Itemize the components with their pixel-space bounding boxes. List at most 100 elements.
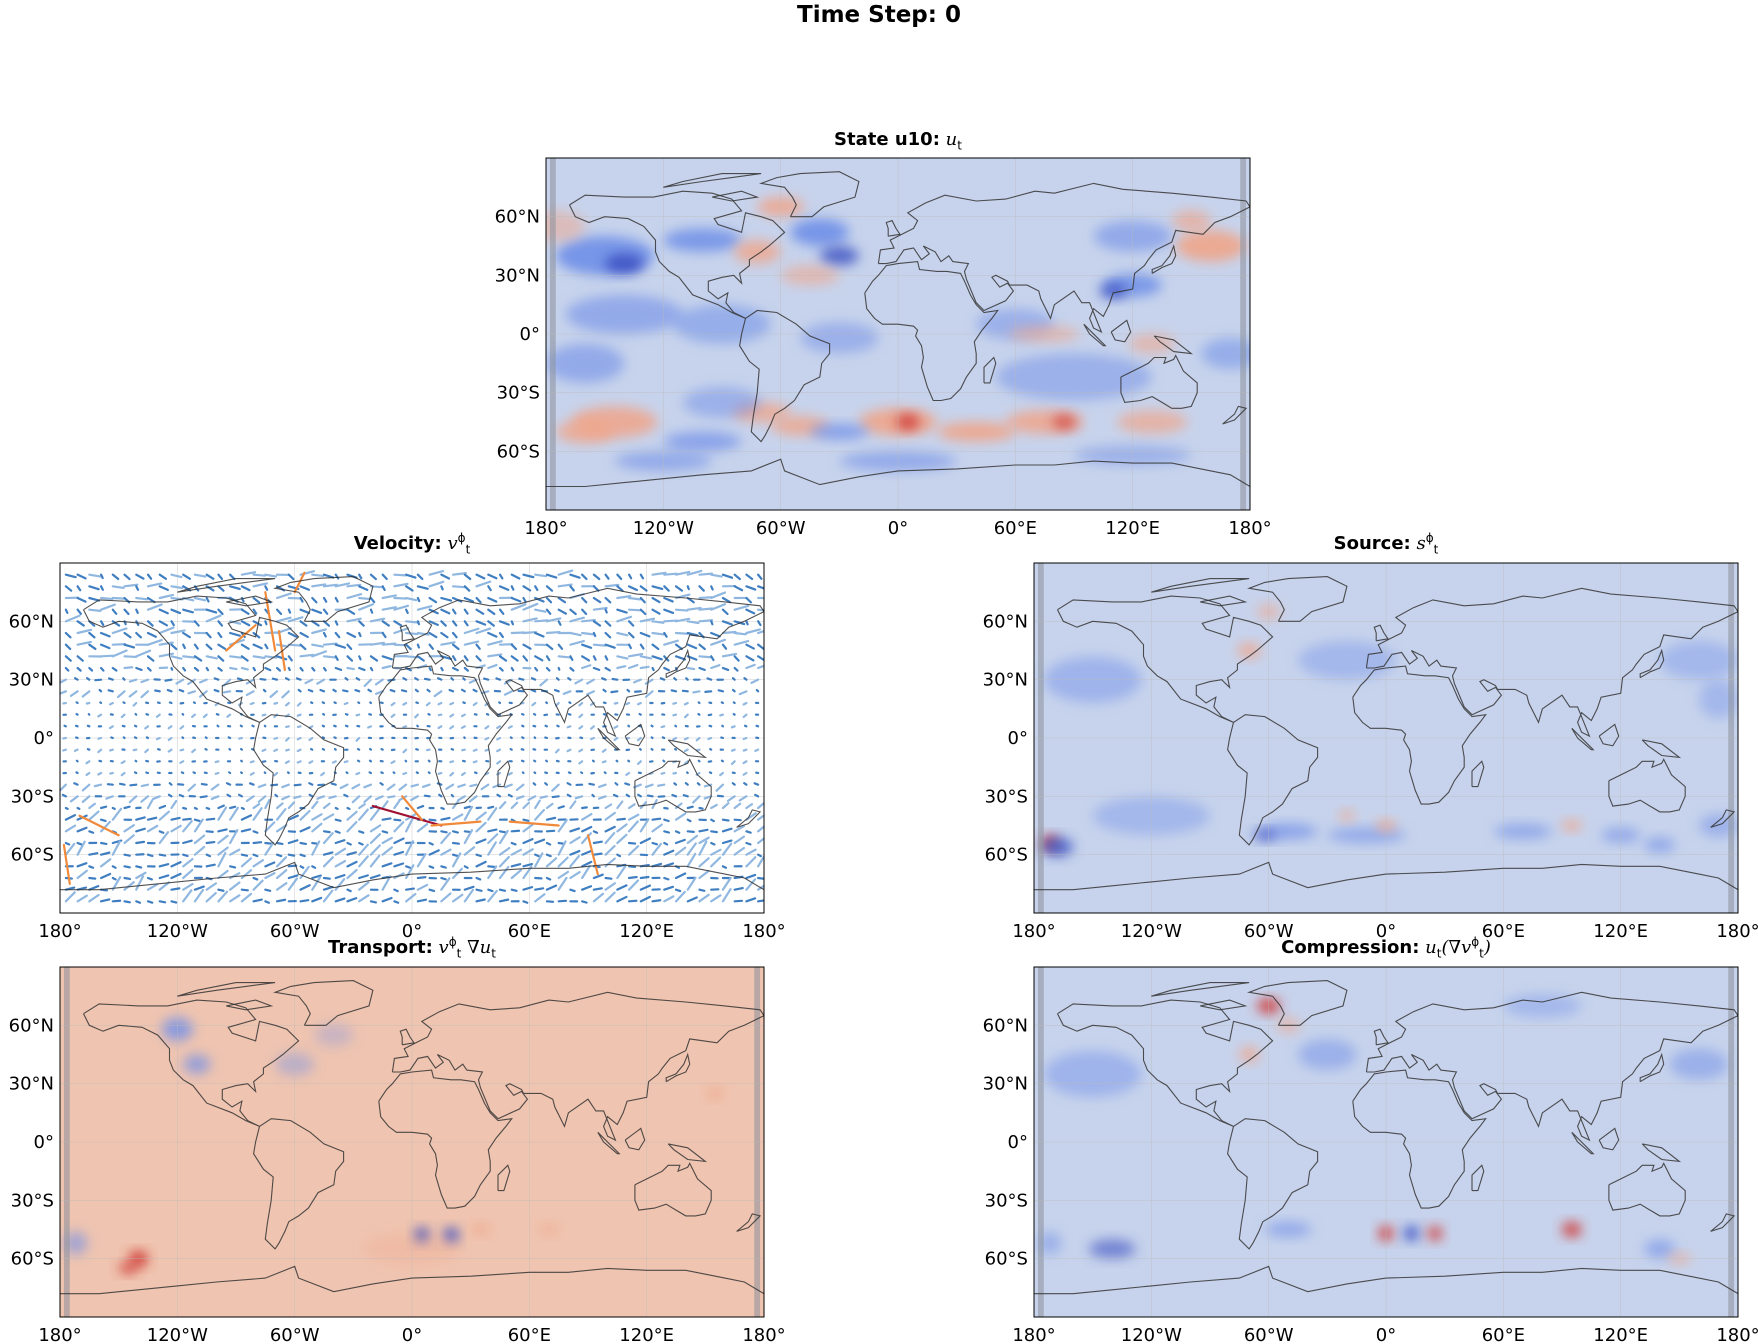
quiver-arrow: [639, 573, 645, 580]
quiver-arrow: [604, 643, 616, 649]
quiver-arrow: [357, 701, 361, 705]
quiver-arrow: [627, 820, 639, 833]
coastline: [60, 1265, 764, 1295]
quiver-arrow: [745, 897, 757, 903]
contour-blob: [1493, 823, 1553, 840]
contour-blob: [682, 386, 762, 419]
quiver-arrow: [720, 701, 725, 705]
quiver-arrow: [440, 573, 451, 580]
coastline: [1227, 1118, 1319, 1250]
quiver-arrow: [686, 569, 703, 576]
quiver-arrow: [592, 620, 602, 627]
quiver-arrow: [569, 666, 575, 672]
quiver-arrow: [683, 760, 689, 765]
quiver-arrow: [721, 608, 729, 616]
quiver-arrow: [322, 608, 329, 615]
quiver-arrow: [264, 666, 272, 672]
quiver-arrow: [97, 736, 103, 740]
quiver-arrow: [698, 607, 714, 611]
quiver-arrow: [651, 643, 660, 651]
quiver-arrow: [75, 736, 79, 740]
title-compression-bold: Compression:: [1281, 937, 1420, 958]
quiver-arrow: [170, 608, 182, 615]
quiver-arrow: [274, 793, 279, 798]
quiver-arrow: [522, 848, 534, 856]
quiver-arrow: [581, 573, 588, 581]
quiver-arrow: [346, 655, 354, 662]
quiver-arrow: [433, 690, 443, 698]
quiver-arrow: [604, 655, 609, 661]
quiver-arrow: [545, 573, 558, 579]
quiver-arrow: [99, 858, 112, 868]
quiver-arrow: [322, 655, 337, 659]
quiver-arrow: [674, 570, 691, 576]
quiver-arrow: [757, 825, 764, 833]
quiver-arrow: [557, 870, 570, 880]
quiver-arrow: [592, 666, 601, 671]
quiver-arrow: [381, 846, 393, 856]
quiver-arrow: [334, 847, 347, 856]
quiver-arrow: [236, 677, 243, 681]
quiver-arrow: [544, 724, 549, 728]
quiver-arrow: [285, 736, 290, 742]
quiver-arrow: [228, 747, 232, 751]
quiver-arrow: [287, 655, 293, 662]
quiver-arrow: [85, 677, 91, 681]
quiver-arrow: [742, 701, 748, 706]
quiver-arrow: [651, 585, 664, 591]
quiver-arrow: [754, 793, 760, 798]
quiver-arrow: [123, 666, 134, 670]
quiver-arrow: [311, 573, 325, 578]
y-tick-label: 30°S: [985, 786, 1028, 807]
quiver-arrow: [710, 573, 723, 578]
contour-blob: [896, 414, 920, 430]
quiver-arrow: [355, 677, 361, 681]
quiver-arrow: [663, 830, 671, 834]
quiver-arrow: [85, 760, 91, 765]
quiver-arrow: [193, 573, 207, 578]
coastline: [597, 1131, 621, 1155]
quiver-arrow: [368, 747, 373, 751]
quiver-arrow: [192, 771, 197, 775]
quiver-arrow: [75, 701, 79, 705]
quiver-arrow: [757, 854, 764, 868]
quiver-arrow: [111, 666, 118, 672]
quiver-arrow: [738, 690, 748, 696]
coastline: [877, 182, 1250, 334]
quiver-arrow-strong: [264, 591, 277, 652]
quiver-arrow: [182, 666, 187, 672]
quiver-arrow: [530, 688, 537, 693]
quiver-arrow: [416, 853, 427, 868]
coastline: [597, 727, 621, 751]
coastline: [1639, 1052, 1665, 1083]
quiver-arrow: [662, 759, 666, 763]
quiver-arrow: [346, 631, 357, 638]
x-tick-label: 60°W: [270, 1325, 320, 1344]
quiver-arrow: [275, 592, 292, 600]
quiver-arrow: [140, 690, 150, 699]
quiver-arrow: [343, 701, 349, 706]
quiver-arrow: [651, 823, 663, 833]
quiver-arrow: [651, 666, 655, 672]
quiver-arrow: [457, 783, 466, 788]
quiver-arrow: [111, 899, 122, 903]
quiver-arrow: [123, 573, 131, 581]
quiver-arrow: [440, 608, 451, 615]
coastline: [497, 1164, 511, 1192]
quiver-arrow: [287, 666, 291, 672]
quiver-arrow: [285, 748, 290, 752]
quiver-arrow: [663, 666, 670, 672]
quiver-arrow: [75, 759, 79, 763]
quiver-arrow: [674, 846, 687, 856]
quiver-arrow-strong: [225, 624, 257, 652]
quiver-arrow: [179, 748, 185, 752]
quiver-arrow: [410, 795, 419, 802]
quiver-arrow: [574, 795, 584, 800]
quiver-arrow: [193, 888, 205, 903]
quiver-arrow: [416, 585, 429, 590]
quiver-arrow: [369, 874, 381, 880]
figure-title: Time Step: 0: [797, 2, 961, 28]
quiver-arrow: [237, 793, 243, 798]
quiver-arrow: [64, 891, 76, 903]
quiver-arrow: [240, 759, 243, 763]
